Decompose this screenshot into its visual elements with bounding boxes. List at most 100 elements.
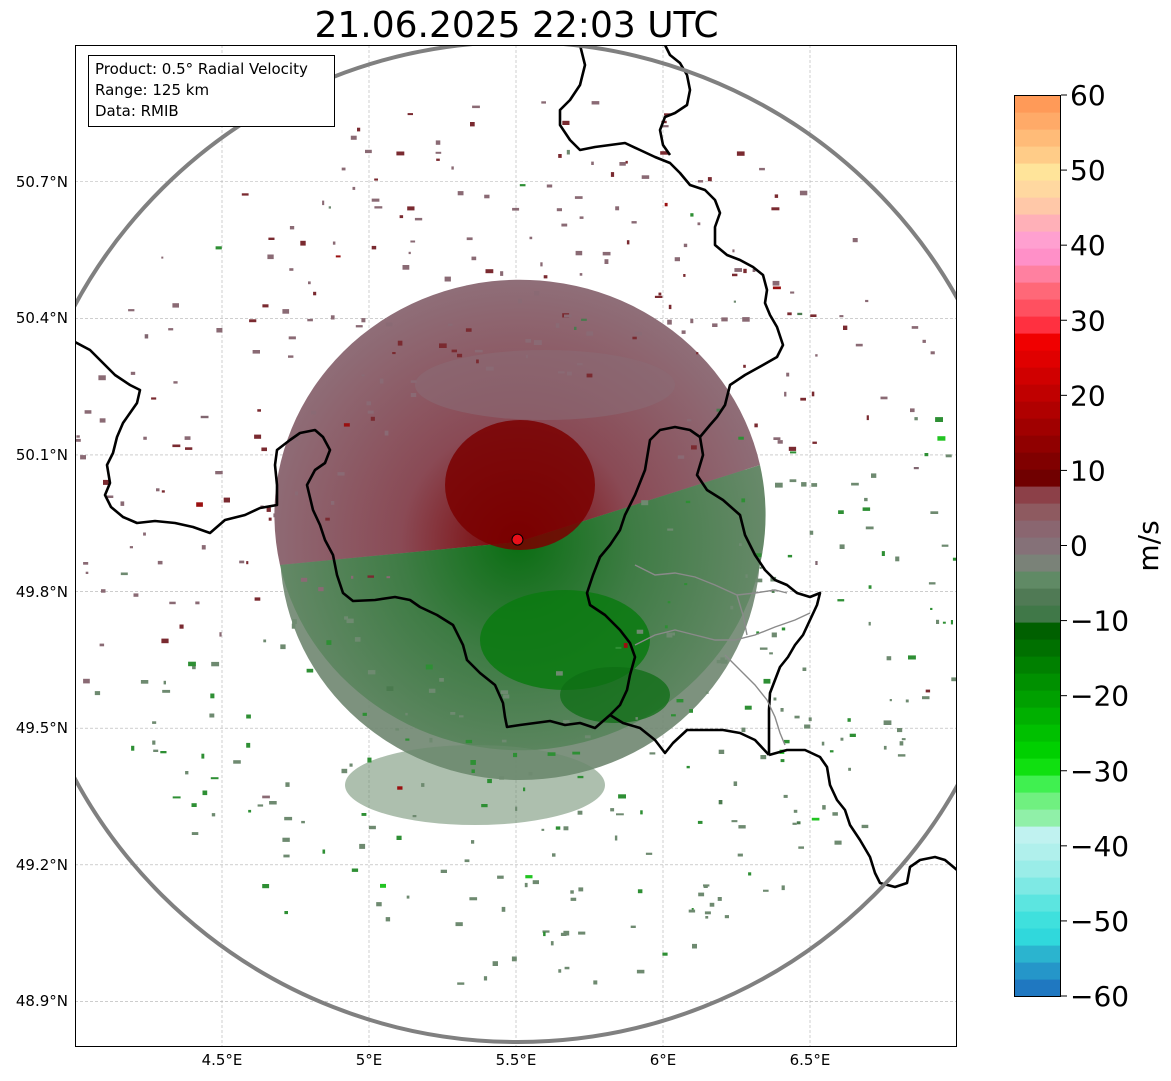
echo-speckle (547, 752, 556, 756)
echo-speckle (691, 445, 697, 450)
echo-speckle (630, 925, 636, 928)
echo-speckle (385, 917, 391, 922)
colorbar-frame (1014, 95, 1061, 997)
echo-speckle (310, 410, 317, 415)
colorbar-swatch (1014, 537, 1061, 555)
echo-speckle (209, 713, 215, 718)
colorbar-swatch (1014, 877, 1061, 895)
echo-speckle (444, 276, 451, 282)
echo-speckle (769, 652, 773, 655)
echo-speckle (930, 607, 933, 610)
echo-speckle (577, 775, 584, 779)
echo-speckle (459, 715, 464, 718)
echo-speckle (343, 423, 350, 427)
echo-speckle (654, 295, 663, 298)
echo-speckle (775, 482, 783, 488)
echo-speckle (625, 160, 628, 164)
echo-speckle (367, 575, 374, 578)
echo-speckle (513, 752, 518, 758)
echo-speckle (330, 315, 335, 320)
colorbar-swatch (1014, 741, 1061, 759)
echo-speckle (280, 644, 286, 650)
echo-speckle (471, 769, 475, 773)
echo-speckle (786, 372, 790, 377)
echo-speckle (614, 835, 618, 841)
echo-speckle (681, 330, 686, 334)
echo-speckle (368, 825, 376, 830)
echo-speckle (350, 135, 357, 140)
echo-speckle (500, 690, 509, 695)
echo-speckle (254, 434, 262, 439)
radar-map[interactable] (75, 45, 957, 1047)
echo-speckle (937, 436, 946, 441)
echo-speckle (328, 206, 331, 209)
echo-speckle (380, 883, 386, 888)
echo-speckle (210, 777, 219, 780)
echo-speckle (399, 215, 404, 219)
echo-speckle (525, 875, 533, 879)
echo-speckle (191, 803, 197, 807)
echo-speckle (455, 922, 463, 927)
echo-speckle (357, 127, 361, 132)
echo-speckle (397, 340, 403, 346)
echo-speckle (787, 554, 793, 558)
echo-speckle (801, 482, 807, 487)
echo-speckle (739, 543, 742, 546)
colorbar-swatch (1014, 435, 1061, 453)
echo-speckle (555, 323, 560, 328)
echo-speckle (674, 257, 680, 262)
echo-speckle (84, 410, 92, 414)
echo-speckle (862, 507, 871, 511)
latitude-tick-label: 50.4°N (15, 309, 68, 328)
echo-speckle (465, 328, 472, 332)
echo-speckle (677, 455, 685, 459)
echo-speckle (301, 820, 305, 824)
echo-speckle (696, 352, 699, 355)
echo-speckle (133, 593, 139, 597)
echo-speckle (484, 194, 490, 199)
echo-speckle (574, 196, 583, 199)
echo-speckle (641, 500, 649, 506)
colorbar-swatch (1014, 503, 1061, 521)
echo-speckle (376, 902, 382, 907)
echo-speckle (802, 667, 807, 671)
echo-speckle (640, 810, 643, 815)
echo-speckle (789, 479, 797, 483)
colorbar-swatch (1014, 333, 1061, 351)
echo-speckle (839, 315, 844, 318)
echo-speckle (632, 336, 637, 340)
echo-speckle (153, 749, 159, 752)
echo-speckle (384, 430, 389, 436)
echo-speckle (352, 186, 356, 190)
echo-speckle (567, 371, 572, 376)
echo-speckle (201, 545, 206, 550)
echo-speckle (492, 961, 498, 966)
radar-site-marker[interactable] (511, 533, 524, 546)
echo-speckle (591, 161, 594, 165)
longitude-tick-label: 5°E (355, 1051, 383, 1069)
echo-speckle (645, 852, 653, 855)
echo-speckle (410, 240, 416, 243)
echo-speckle (130, 371, 136, 375)
echo-speckle (83, 562, 89, 565)
echo-speckle (371, 198, 380, 202)
echo-speckle (471, 840, 475, 844)
longitude-tick-label: 5.5°E (495, 1051, 537, 1069)
echo-speckle (211, 661, 220, 667)
echo-speckle (262, 304, 269, 308)
echo-speckle (219, 632, 222, 637)
echo-speckle (684, 583, 688, 586)
colorbar-swatch (1014, 792, 1061, 810)
echo-speckle (105, 495, 114, 498)
echo-speckle (738, 825, 746, 829)
echo-speckle (128, 309, 135, 312)
echo-speckle (790, 451, 797, 454)
echo-speckle (435, 140, 441, 145)
echo-speckle (464, 859, 470, 863)
echo-speckle (737, 853, 743, 857)
echo-speckle (755, 578, 763, 583)
echo-speckle (85, 571, 89, 574)
colorbar-swatches (1014, 95, 1061, 997)
echo-speckle (248, 809, 252, 813)
echo-speckle (371, 245, 377, 250)
